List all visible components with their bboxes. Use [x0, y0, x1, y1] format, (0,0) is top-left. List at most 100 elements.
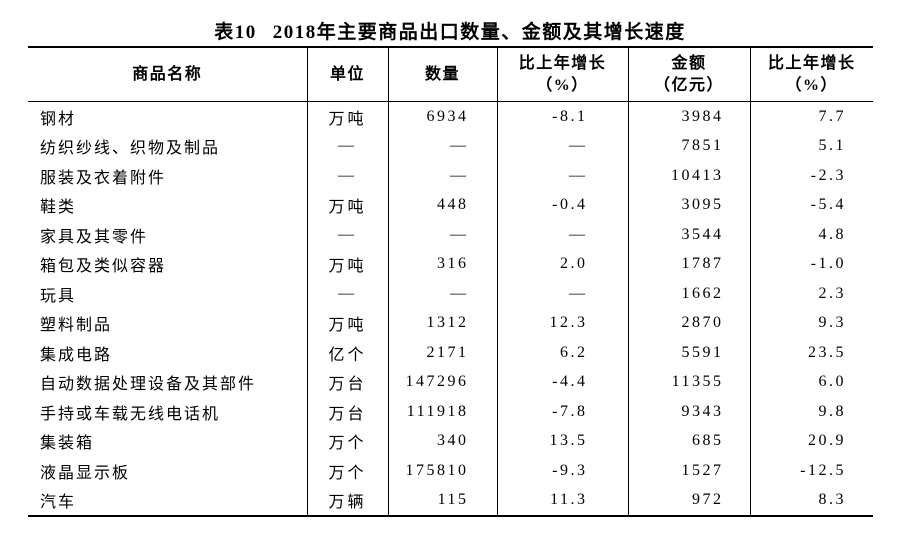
- cell: —: [306, 131, 388, 161]
- cell: —: [496, 220, 628, 250]
- cell: 20.9: [749, 426, 873, 456]
- cell: 1662: [627, 279, 750, 309]
- table-row: 箱包及类似容器 万吨 316 2.0 1787 -1.0: [28, 249, 873, 279]
- cell: —: [387, 131, 497, 161]
- commodity-export-table: 商品名称 单位 数量 比上年增长 （%） 金额 （亿元） 比上年增长 （%）: [28, 46, 873, 517]
- cell: 13.5: [496, 426, 628, 456]
- cell: 万个: [306, 456, 388, 486]
- cell: 1787: [627, 249, 750, 279]
- cell: —: [387, 220, 497, 250]
- cell: 448: [387, 190, 497, 220]
- table-row: 液晶显示板 万个 175810 -9.3 1527 -12.5: [28, 456, 873, 486]
- cell: 5.1: [749, 131, 873, 161]
- cell: 2.0: [496, 249, 628, 279]
- cell: 12.3: [496, 308, 628, 338]
- cell: 115: [387, 485, 497, 516]
- cell: —: [387, 161, 497, 191]
- cell: 972: [627, 485, 750, 516]
- column-header-unit: 单位: [306, 47, 388, 102]
- cell: —: [306, 220, 388, 250]
- cell: 万吨: [306, 249, 388, 279]
- cell: 8.3: [749, 485, 873, 516]
- cell: -12.5: [749, 456, 873, 486]
- table-row: 玩具 — — —1662 2.3: [28, 279, 873, 309]
- cell: 6.2: [496, 338, 628, 368]
- column-header-quantity: 数量: [387, 47, 497, 102]
- cell: 万吨: [306, 190, 388, 220]
- cell: -0.4: [496, 190, 628, 220]
- cell: 万吨: [306, 308, 388, 338]
- cell: 7.7: [749, 101, 873, 132]
- cell: 自动数据处理设备及其部件: [40, 376, 257, 394]
- cell: 6934: [387, 101, 497, 132]
- cell: 11.3: [496, 485, 628, 516]
- cell: 3095: [627, 190, 750, 220]
- table-row: 家具及其零件 — — —3544 4.8: [28, 220, 873, 250]
- table-row: 塑料制品 万吨 1312 12.3 2870 9.3: [28, 308, 873, 338]
- table-row: 鞋类 万吨 448 -0.4 3095 -5.4: [28, 190, 873, 220]
- cell: 147296: [387, 367, 497, 397]
- cell: —: [306, 279, 388, 309]
- cell: 2870: [627, 308, 750, 338]
- cell: 1312: [387, 308, 497, 338]
- cell: —: [496, 161, 628, 191]
- table-title-tag: 表10: [214, 22, 257, 43]
- cell: 7851: [627, 131, 750, 161]
- cell: 万辆: [306, 485, 388, 516]
- cell: 23.5: [749, 338, 873, 368]
- column-header-value: 金额 （亿元）: [627, 47, 750, 102]
- cell: 钢材: [40, 110, 77, 128]
- cell: 11355: [627, 367, 750, 397]
- table-row: 手持或车载无线电话机 万台 111918 -7.8 9343 9.8: [28, 397, 873, 427]
- cell: 玩具: [40, 287, 77, 305]
- cell: 316: [387, 249, 497, 279]
- cell: -1.0: [749, 249, 873, 279]
- table-row: 钢材 万吨 6934 -8.1 3984 7.7: [28, 101, 873, 132]
- cell: 2171: [387, 338, 497, 368]
- cell: 集装箱: [40, 435, 95, 453]
- table-row: 集装箱 万个 340 13.5 685 20.9: [28, 426, 873, 456]
- table-header-row: 商品名称 单位 数量 比上年增长 （%） 金额 （亿元） 比上年增长 （%）: [28, 47, 873, 102]
- cell: —: [387, 279, 497, 309]
- table-row: 服装及衣着附件 — — —10413 -2.3: [28, 161, 873, 191]
- cell: 亿个: [306, 338, 388, 368]
- cell: -7.8: [496, 397, 628, 427]
- cell: 685: [627, 426, 750, 456]
- cell: 2.3: [749, 279, 873, 309]
- cell: 箱包及类似容器: [40, 258, 167, 276]
- table-row: 纺织纱线、织物及制品 — — —7851 5.1: [28, 131, 873, 161]
- cell: 9.8: [749, 397, 873, 427]
- column-header-value-growth: 比上年增长 （%）: [749, 47, 873, 102]
- cell: 5591: [627, 338, 750, 368]
- table-row: 集成电路 亿个 2171 6.2 5591 23.5: [28, 338, 873, 368]
- cell: —: [496, 279, 628, 309]
- cell: 6.0: [749, 367, 873, 397]
- cell: -4.4: [496, 367, 628, 397]
- table-title-text: 2018年主要商品出口数量、金额及其增长速度: [272, 22, 686, 43]
- cell: 液晶显示板: [40, 464, 131, 482]
- cell: 9.3: [749, 308, 873, 338]
- cell: -8.1: [496, 101, 628, 132]
- cell: —: [306, 161, 388, 191]
- cell: 塑料制品: [40, 317, 113, 335]
- cell: 万吨: [306, 101, 388, 132]
- cell: 手持或车载无线电话机: [40, 405, 221, 423]
- cell: 服装及衣着附件: [40, 169, 167, 187]
- cell: 纺织纱线、织物及制品: [40, 140, 221, 158]
- cell: 10413: [627, 161, 750, 191]
- cell: 万台: [306, 367, 388, 397]
- cell: -5.4: [749, 190, 873, 220]
- cell: 340: [387, 426, 497, 456]
- cell: 9343: [627, 397, 750, 427]
- cell: 万个: [306, 426, 388, 456]
- table-body: 钢材 万吨 6934 -8.1 3984 7.7 纺织纱线、织物及制品 — — —7851 5.1 服…: [28, 101, 873, 516]
- cell: 1527: [627, 456, 750, 486]
- cell: 集成电路: [40, 346, 113, 364]
- cell: —: [496, 131, 628, 161]
- cell: -2.3: [749, 161, 873, 191]
- column-header-quantity-growth: 比上年增长 （%）: [496, 47, 628, 102]
- cell: 万台: [306, 397, 388, 427]
- table-title: 表10 2018年主要商品出口数量、金额及其增长速度: [0, 0, 900, 46]
- column-header-name: 商品名称: [28, 47, 307, 102]
- table-row: 汽车 万辆 115 11.3 972 8.3: [28, 485, 873, 516]
